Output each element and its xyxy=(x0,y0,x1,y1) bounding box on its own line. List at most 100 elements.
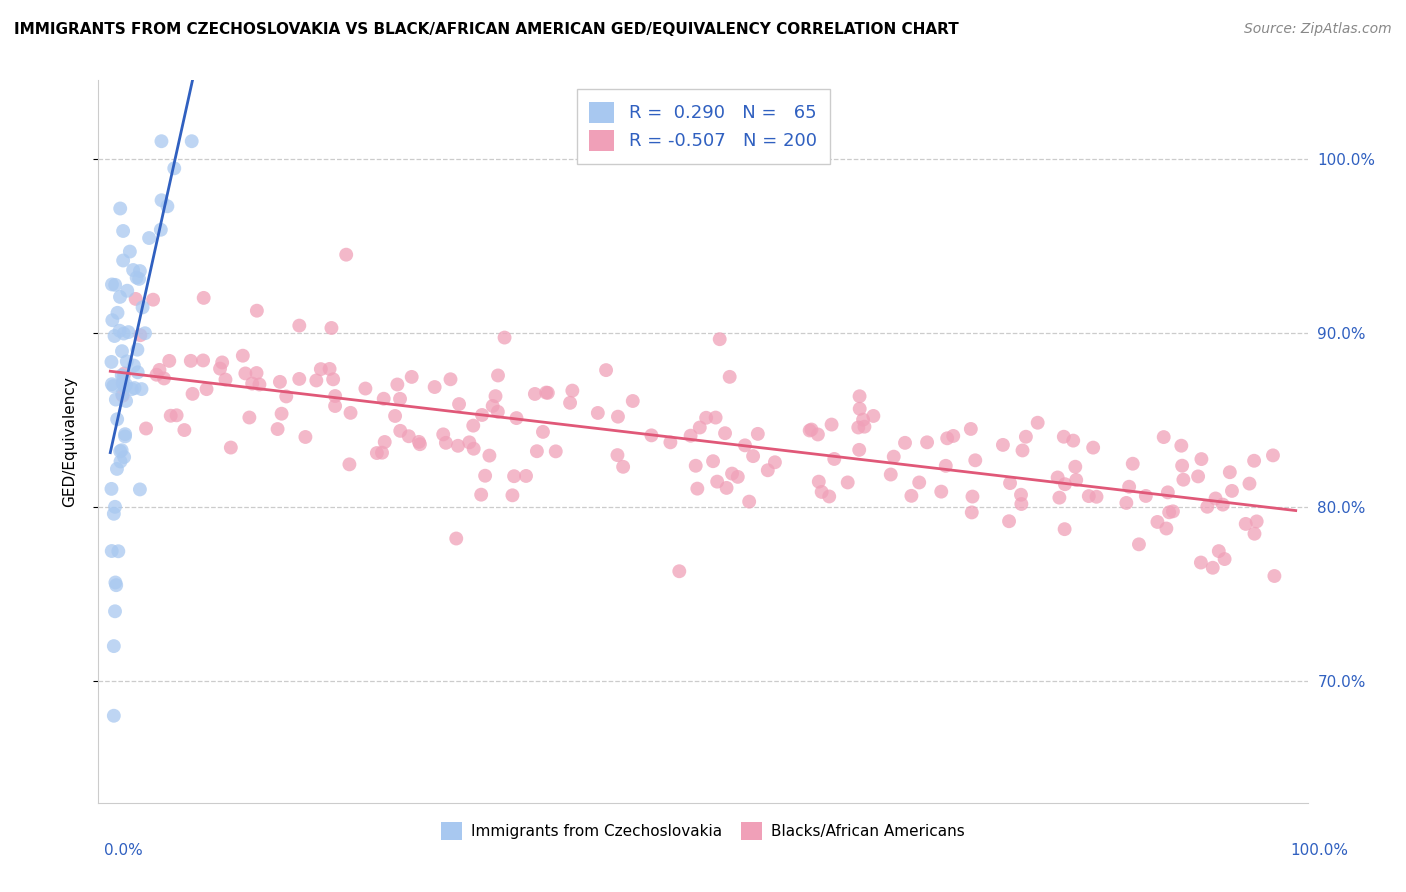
Point xyxy=(423,380,446,394)
Point xyxy=(1170,439,1192,453)
Point xyxy=(384,409,406,423)
Point xyxy=(686,482,709,496)
Point xyxy=(606,448,628,462)
Point xyxy=(706,475,728,489)
Point xyxy=(124,292,146,306)
Point xyxy=(180,354,202,368)
Point xyxy=(807,475,830,489)
Point xyxy=(150,194,173,208)
Point xyxy=(894,435,917,450)
Point xyxy=(1081,441,1104,455)
Point xyxy=(998,514,1021,528)
Point xyxy=(503,469,526,483)
Point xyxy=(142,293,165,307)
Point xyxy=(818,490,841,504)
Point xyxy=(1243,526,1265,541)
Point xyxy=(742,449,765,463)
Point xyxy=(104,575,127,590)
Point xyxy=(245,366,267,380)
Point xyxy=(101,277,124,292)
Point xyxy=(209,361,232,376)
Point xyxy=(695,410,717,425)
Point xyxy=(103,639,125,653)
Point xyxy=(621,394,644,409)
Point xyxy=(371,446,394,460)
Point xyxy=(704,410,727,425)
Point xyxy=(100,355,122,369)
Point xyxy=(501,488,523,502)
Point xyxy=(1010,488,1032,502)
Text: Source: ZipAtlas.com: Source: ZipAtlas.com xyxy=(1244,22,1392,37)
Point xyxy=(607,409,630,424)
Point xyxy=(104,277,127,292)
Point xyxy=(389,392,412,406)
Point xyxy=(449,397,471,411)
Point xyxy=(104,392,127,407)
Point xyxy=(148,363,170,377)
Point xyxy=(118,244,141,259)
Point xyxy=(484,389,506,403)
Point xyxy=(1187,469,1209,483)
Point xyxy=(734,438,756,452)
Point xyxy=(494,330,516,344)
Point xyxy=(112,224,135,238)
Point xyxy=(523,387,546,401)
Point xyxy=(108,290,131,304)
Point xyxy=(1197,500,1219,514)
Point xyxy=(128,272,150,286)
Point xyxy=(846,420,869,434)
Point xyxy=(1263,569,1285,583)
Point xyxy=(848,401,870,416)
Point xyxy=(823,452,845,467)
Point xyxy=(1062,434,1084,448)
Point xyxy=(718,369,741,384)
Point xyxy=(1015,430,1038,444)
Point xyxy=(561,384,583,398)
Point xyxy=(1157,485,1180,500)
Point xyxy=(339,458,361,472)
Point xyxy=(481,399,503,413)
Point xyxy=(129,483,152,497)
Point xyxy=(401,370,423,384)
Point xyxy=(104,500,127,514)
Point xyxy=(111,368,134,383)
Point xyxy=(1118,480,1140,494)
Point xyxy=(157,354,180,368)
Point xyxy=(153,371,176,385)
Point xyxy=(122,263,145,277)
Point xyxy=(288,372,311,386)
Point xyxy=(852,412,875,426)
Point xyxy=(1208,544,1230,558)
Point xyxy=(1085,490,1108,504)
Point xyxy=(1220,483,1243,498)
Point xyxy=(486,405,509,419)
Point xyxy=(1053,430,1076,444)
Point xyxy=(387,377,409,392)
Point xyxy=(111,344,134,359)
Point xyxy=(128,264,150,278)
Point xyxy=(339,406,361,420)
Point xyxy=(486,368,509,383)
Point xyxy=(101,313,124,327)
Point xyxy=(640,428,662,442)
Point xyxy=(668,564,690,578)
Point xyxy=(1064,473,1087,487)
Point xyxy=(321,321,343,335)
Point xyxy=(232,349,254,363)
Point xyxy=(799,424,821,438)
Point xyxy=(1171,458,1194,473)
Point xyxy=(111,443,134,458)
Point xyxy=(240,376,263,391)
Point xyxy=(191,353,214,368)
Point xyxy=(1213,552,1236,566)
Point xyxy=(114,427,136,442)
Point xyxy=(115,377,138,392)
Point xyxy=(114,380,136,394)
Point xyxy=(1173,473,1195,487)
Point xyxy=(103,329,125,343)
Point xyxy=(544,444,567,458)
Point xyxy=(1261,449,1284,463)
Legend: Immigrants from Czechoslovakia, Blacks/African Americans: Immigrants from Czechoslovakia, Blacks/A… xyxy=(434,816,972,846)
Point xyxy=(1153,430,1175,444)
Point xyxy=(432,427,454,442)
